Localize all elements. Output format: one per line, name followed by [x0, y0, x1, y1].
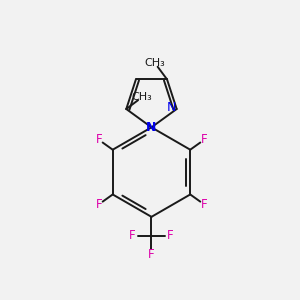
Text: N: N	[146, 121, 157, 134]
Text: F: F	[129, 230, 136, 242]
Text: CH₃: CH₃	[144, 58, 165, 68]
Text: F: F	[95, 133, 102, 146]
Text: N: N	[167, 101, 176, 114]
Text: F: F	[201, 198, 207, 211]
Text: F: F	[148, 248, 155, 261]
Text: CH₃: CH₃	[131, 92, 152, 102]
Text: F: F	[95, 198, 102, 211]
Text: F: F	[167, 230, 174, 242]
Text: F: F	[201, 133, 207, 146]
